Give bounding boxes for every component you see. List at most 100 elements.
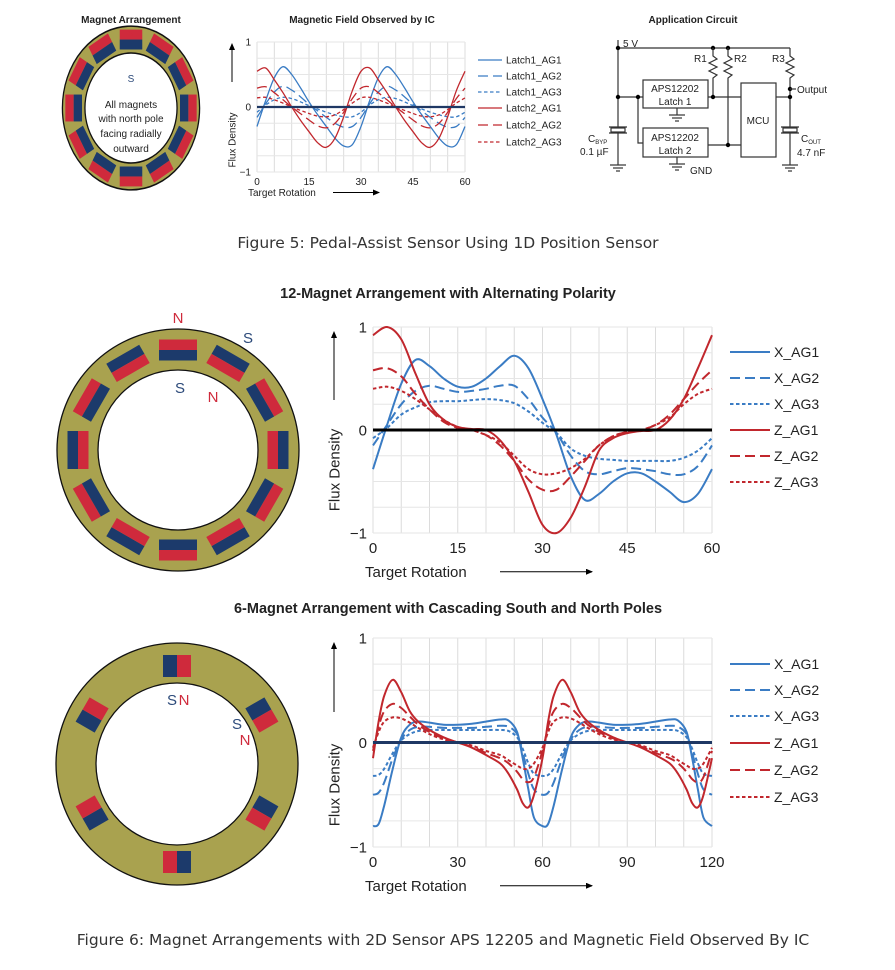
magnet-arrangement-title: Magnet Arrangement — [81, 15, 181, 26]
legend-label: Z_AG3 — [774, 789, 819, 805]
magnet — [159, 339, 197, 361]
legend-label: X_AG1 — [774, 344, 819, 360]
output-label: Output — [797, 85, 827, 96]
magnet — [106, 518, 150, 556]
latch2-ic — [642, 127, 709, 158]
magnet — [106, 344, 150, 382]
x-tick-label: 15 — [449, 540, 466, 557]
y-tick-label: −1 — [350, 525, 367, 542]
magnet-outer-half — [65, 94, 74, 122]
magnet-inner-half — [75, 125, 95, 154]
series-line-latch1-ag2 — [256, 85, 466, 129]
magnet-inner-half — [206, 353, 245, 382]
magnet-south-half — [252, 795, 279, 819]
magnet-north-half — [177, 655, 191, 677]
magnet-north-half — [163, 851, 177, 873]
pole-label-n: N — [208, 389, 219, 406]
magnet-outer-half — [211, 527, 250, 556]
magnet-inner-half — [81, 383, 110, 422]
magnet — [246, 478, 284, 522]
magnet-inner-half — [73, 94, 82, 122]
magnet-south-half — [163, 655, 177, 677]
ring-text-line: outward — [113, 144, 149, 155]
magnet-north-half — [75, 795, 102, 819]
magnet-outer-half — [68, 57, 87, 86]
x-tick-label: 15 — [303, 177, 315, 188]
x-tick-label: 30 — [534, 540, 551, 557]
magnet-outer-half — [119, 29, 143, 40]
r3-label: R3 — [772, 54, 785, 65]
pole-label-n: N — [173, 310, 184, 327]
application-circuit: 5 V R1 R2 R3 Output APS12202 Latch 1 APS… — [580, 39, 827, 177]
figure-5: Magnet Arrangement Magnetic Field Observ… — [61, 15, 827, 252]
magnet — [68, 125, 95, 159]
magnet-outer-half — [255, 483, 284, 522]
magnet-inner-half — [119, 39, 143, 50]
magnet — [159, 539, 197, 561]
magnet-inner-half — [159, 539, 197, 550]
title-12-magnet: 12-Magnet Arrangement with Alternating P… — [280, 286, 616, 302]
chart-title: Magnetic Field Observed by IC — [289, 15, 435, 26]
magnet-outer-half — [188, 94, 197, 122]
x-axis-label: Target Rotation — [365, 564, 467, 581]
magnet-inner-half — [78, 431, 89, 469]
ring-body — [61, 25, 201, 191]
x-tick-label: 0 — [254, 177, 260, 188]
pole-label-s: S — [243, 330, 253, 347]
ring-inner — [95, 682, 259, 846]
magnet-inner-half — [246, 383, 275, 422]
magnet — [245, 795, 279, 831]
y-axis-label: Flux Density — [228, 112, 239, 167]
magnet — [163, 851, 191, 873]
x-tick-label: 45 — [619, 540, 636, 557]
magnet-inner-half — [111, 353, 150, 382]
magnet-north-half — [252, 709, 279, 733]
magnet-inner-half — [111, 518, 150, 547]
chart-6-magnet-field: X_AG1 X_AG2 X_AG3 Z_AG1 Z_AG2 Z_AG3 0 30 60 90 120… — [326, 630, 819, 895]
ground-icon — [669, 108, 685, 122]
series-line-z-ag3 — [372, 385, 713, 476]
latch1-name: Latch 1 — [659, 97, 692, 108]
legend-label: Latch1_AG3 — [506, 88, 562, 99]
ground-icon — [610, 164, 626, 172]
magnet-outer-half — [149, 160, 174, 183]
latch1-part: APS12202 — [651, 84, 699, 95]
pole-label-s: S — [167, 692, 177, 709]
y-tick-label: 0 — [245, 103, 251, 114]
magnet-outer-half — [68, 130, 87, 159]
magnet-outer-half — [159, 550, 197, 561]
mcu-block — [740, 82, 777, 158]
magnet-inner-half — [159, 350, 197, 361]
pole-label-n: N — [240, 732, 251, 749]
x-axis-label: Target Rotation — [248, 188, 316, 199]
magnet-ring-12-alternating — [56, 328, 300, 572]
cbyp-label: CBYP — [588, 134, 607, 146]
magnet — [163, 655, 191, 677]
magnet-outer-half — [149, 33, 174, 56]
magnet-outer-half — [119, 176, 143, 187]
magnet-inner-half — [167, 62, 187, 91]
series-line-x-ag3 — [372, 728, 713, 777]
ring-inner — [97, 369, 259, 531]
magnet-inner-half — [75, 62, 95, 91]
latch1-ic — [642, 79, 709, 109]
ring-inner — [84, 52, 178, 164]
magnet-inner-half — [119, 166, 143, 177]
magnet — [267, 431, 289, 469]
magnet-outer-half — [175, 130, 194, 159]
series-line-x-ag3 — [372, 398, 713, 463]
magnet — [119, 166, 143, 187]
chart-latch-field: Latch1_AG1 Latch1_AG2 Latch1_AG3 Latch2_AG1… — [228, 38, 563, 200]
y-tick-label: 1 — [359, 630, 367, 647]
series-line-z-ag1 — [372, 678, 713, 809]
gnd-label: GND — [690, 166, 712, 177]
ring-body — [55, 642, 299, 886]
magnet — [75, 697, 109, 733]
magnet — [75, 795, 109, 831]
magnet — [72, 478, 110, 522]
y-tick-label: 0 — [359, 735, 367, 752]
x-tick-label: 60 — [704, 540, 721, 557]
series-line-latch1-ag1 — [256, 66, 466, 148]
ground-icon — [669, 157, 685, 171]
magnet-inner-half — [145, 41, 170, 65]
